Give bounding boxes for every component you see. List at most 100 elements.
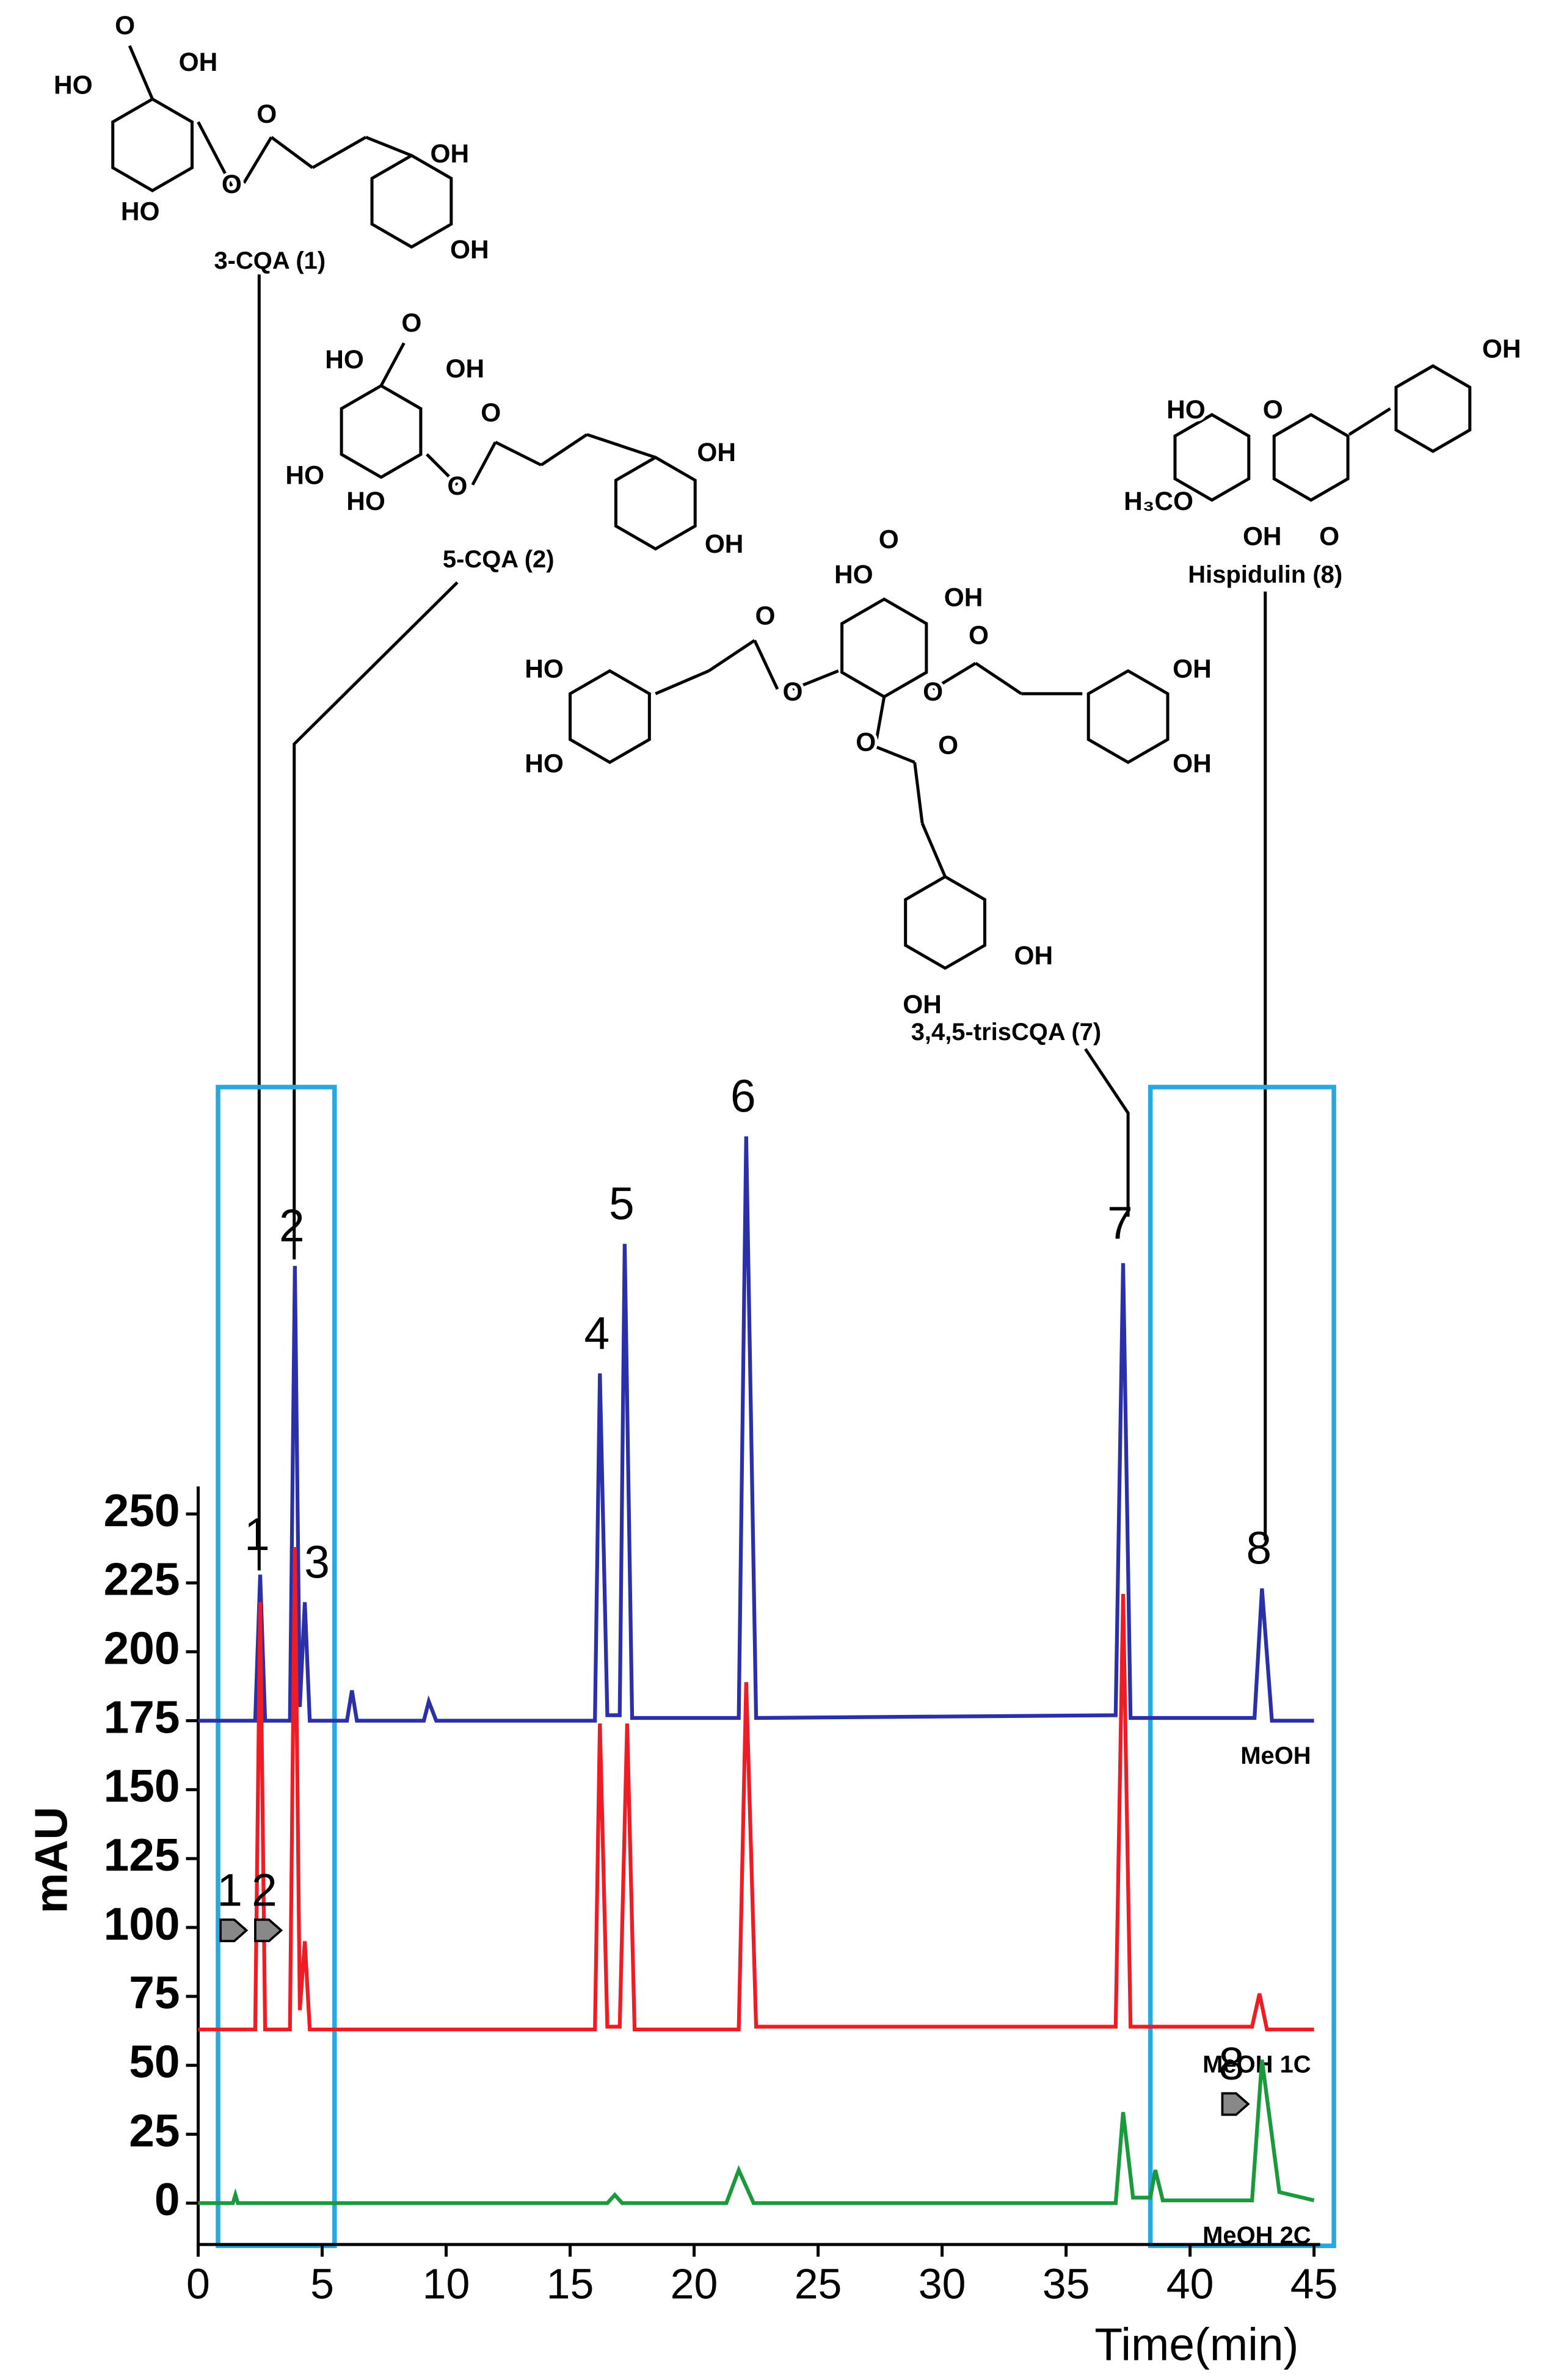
atom-label: OH bbox=[1243, 522, 1282, 550]
x-tick-label: 45 bbox=[1290, 2260, 1338, 2307]
ring bbox=[1394, 364, 1472, 453]
y-tick-label: 175 bbox=[104, 1691, 180, 1742]
bond bbox=[920, 823, 947, 878]
atom-label: HO bbox=[121, 197, 160, 226]
atom-label: O bbox=[481, 398, 501, 427]
trace bbox=[198, 2059, 1315, 2205]
annotation-label: 1 bbox=[217, 1865, 242, 1916]
annotation-label: 2 bbox=[279, 1200, 305, 1251]
bond bbox=[242, 136, 273, 184]
bond bbox=[975, 661, 1022, 695]
connector bbox=[1084, 1048, 1130, 1217]
bond bbox=[753, 639, 779, 690]
y-axis-label: mAU bbox=[26, 1807, 77, 1913]
annotation-label: 1 bbox=[244, 1508, 270, 1560]
bond bbox=[471, 441, 497, 486]
atom-label: HO bbox=[54, 71, 93, 100]
annotation-label: 3 bbox=[304, 1536, 330, 1587]
ring bbox=[1272, 413, 1350, 502]
compound-name: 5-CQA (2) bbox=[443, 546, 555, 573]
x-tick-label: 5 bbox=[310, 2260, 334, 2307]
x-axis-label: Time(min) bbox=[1094, 2318, 1298, 2370]
x-tick-label: 30 bbox=[919, 2260, 966, 2307]
atom-label: HO bbox=[834, 560, 873, 589]
bond bbox=[876, 745, 915, 764]
atom-label: OH bbox=[1173, 749, 1212, 777]
atom-label: O bbox=[856, 727, 876, 756]
atom-label: HO bbox=[285, 461, 324, 490]
atom-label: O bbox=[1263, 395, 1283, 424]
atom-label: OH bbox=[1482, 334, 1521, 363]
ring bbox=[370, 153, 453, 249]
atom-label: O bbox=[923, 677, 943, 706]
bond bbox=[426, 453, 459, 486]
y-tick-label: 250 bbox=[104, 1485, 180, 1536]
atom-label: H₃CO bbox=[1124, 487, 1193, 515]
compound-name: 3,4,5-trisCQA (7) bbox=[911, 1019, 1101, 1046]
ring bbox=[904, 875, 986, 970]
connector bbox=[293, 581, 459, 1260]
y-tick-label: 150 bbox=[104, 1760, 180, 1811]
trace bbox=[198, 1136, 1314, 1723]
atom-label: OH bbox=[697, 438, 736, 467]
bond bbox=[495, 440, 542, 467]
x-tick-label: 35 bbox=[1042, 2260, 1090, 2307]
bond bbox=[586, 433, 657, 459]
structure: O HO OH HO O O OH OH 3-CQA (1) bbox=[51, 8, 492, 274]
atom-label: OH bbox=[445, 354, 484, 383]
bond bbox=[932, 661, 977, 691]
atom-label: O bbox=[879, 525, 899, 553]
y-tick-label: 200 bbox=[104, 1622, 180, 1673]
ring bbox=[111, 97, 194, 192]
annotation-arrow bbox=[1221, 2092, 1250, 2116]
x-tick-label: 25 bbox=[795, 2260, 842, 2307]
atom-label: O bbox=[115, 11, 135, 40]
annotation-label: 4 bbox=[584, 1308, 609, 1359]
atom-label: OH bbox=[179, 48, 218, 76]
bond bbox=[655, 669, 710, 696]
annotation-label: 8 bbox=[1246, 1523, 1272, 1574]
atom-label: HO bbox=[1166, 395, 1206, 424]
atom-label: OH bbox=[450, 235, 489, 264]
bond bbox=[128, 45, 154, 100]
atom-label: OH bbox=[705, 529, 744, 558]
annotation-label: 8 bbox=[1219, 2038, 1245, 2089]
bond bbox=[540, 433, 588, 467]
bond bbox=[1348, 407, 1391, 436]
atom-label: HO bbox=[525, 655, 564, 683]
series-label: MeOH 2C bbox=[1203, 2222, 1311, 2249]
atom-label: O bbox=[401, 308, 421, 337]
atom-label: OH bbox=[903, 990, 942, 1019]
ring bbox=[1086, 669, 1170, 765]
atom-label: HO bbox=[525, 749, 564, 777]
highlight-box bbox=[216, 1085, 337, 2249]
bond bbox=[197, 121, 233, 187]
x-tick-label: 20 bbox=[671, 2260, 718, 2307]
atom-label: O bbox=[257, 100, 277, 128]
annotation-label: 6 bbox=[730, 1070, 756, 1121]
annotation-label: 2 bbox=[252, 1865, 277, 1916]
bond bbox=[913, 762, 924, 824]
atom-label: O bbox=[1319, 522, 1339, 550]
annotation-label: 7 bbox=[1107, 1197, 1133, 1248]
x-tick-label: 0 bbox=[186, 2260, 210, 2307]
ring bbox=[614, 456, 697, 551]
atom-label: OH bbox=[431, 139, 470, 168]
bond bbox=[708, 639, 755, 672]
annotation-arrow bbox=[219, 1918, 249, 1943]
atom-label: OH bbox=[1173, 655, 1212, 683]
atom-label: O bbox=[447, 471, 467, 500]
atom-label: HO bbox=[325, 345, 364, 374]
series-label: MeOH bbox=[1240, 1742, 1311, 1769]
y-tick-label: 25 bbox=[129, 2105, 180, 2156]
y-tick-label: 0 bbox=[155, 2174, 180, 2225]
atom-label: HO bbox=[346, 487, 385, 515]
atom-label: OH bbox=[944, 583, 983, 611]
bond bbox=[875, 696, 886, 740]
x-tick-label: 15 bbox=[547, 2260, 594, 2307]
ring bbox=[1173, 413, 1251, 502]
atom-label: O bbox=[938, 730, 958, 759]
bond bbox=[379, 342, 406, 387]
